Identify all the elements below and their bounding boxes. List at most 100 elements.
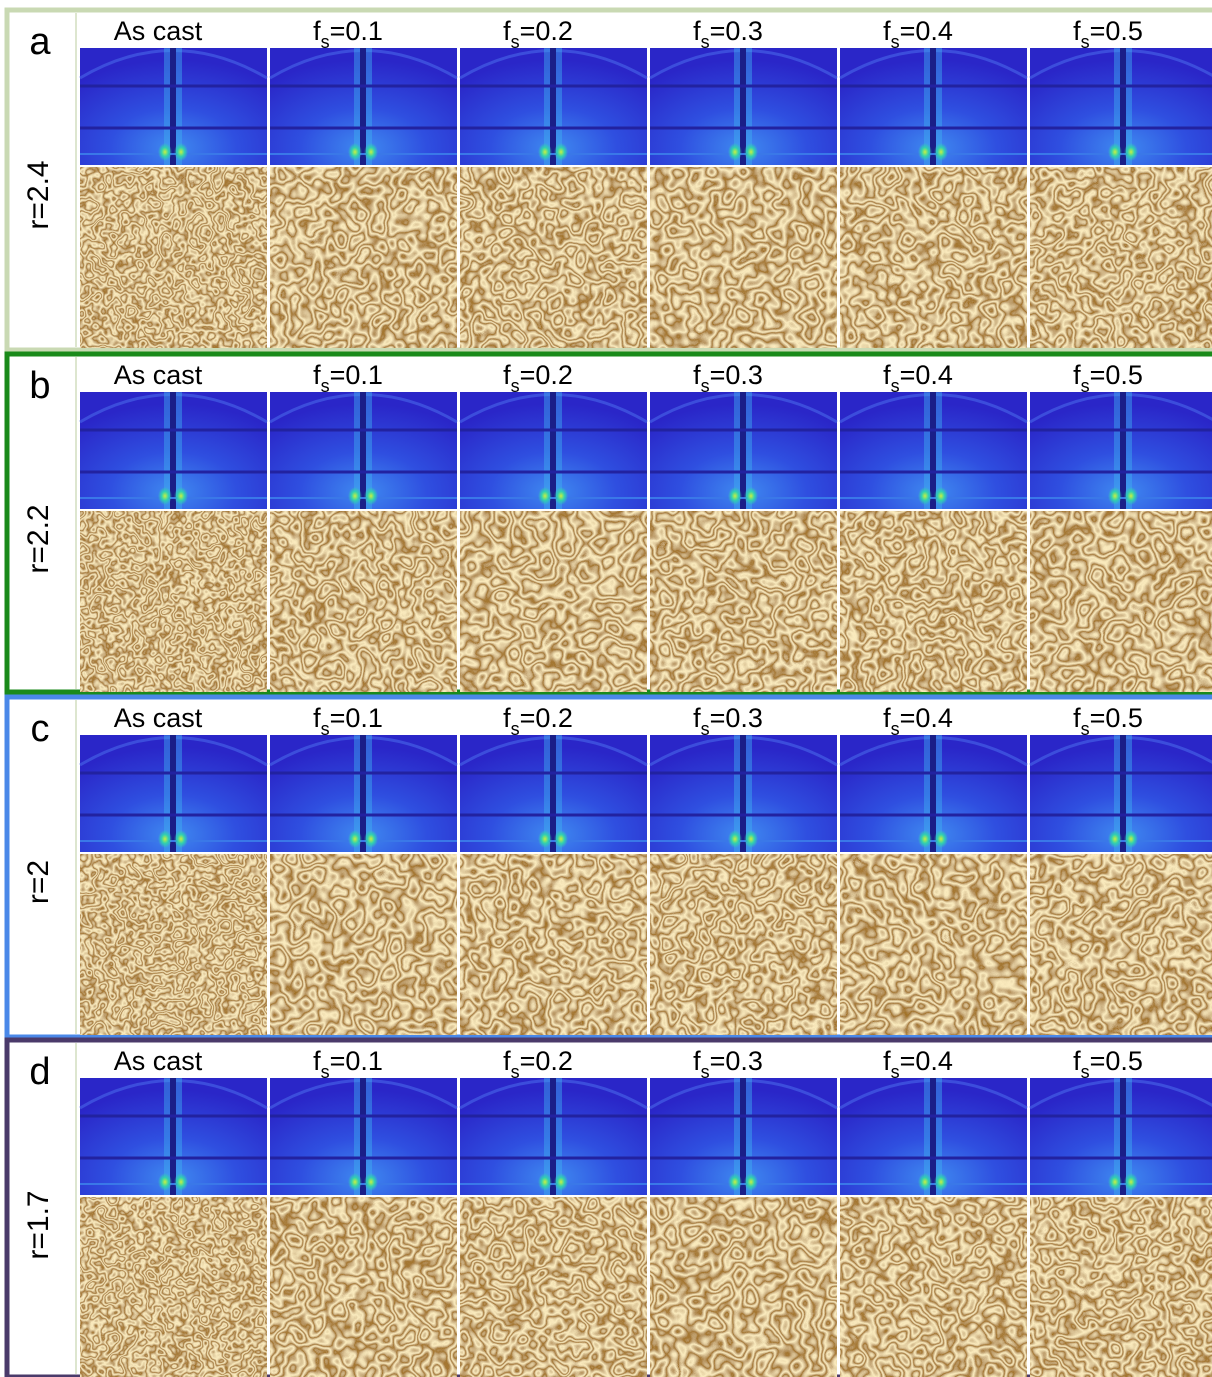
gisaxs-image [80,392,267,509]
column-header: fs=0.5 [1073,703,1143,739]
gisaxs-image [460,1078,647,1195]
scatter-peak [554,143,568,161]
gisaxs-image [270,392,457,509]
gisaxs-image [650,48,837,165]
column-header: fs=0.4 [883,703,953,739]
scatter-peak [158,830,172,848]
column-header: fs=0.3 [693,16,763,52]
column-header: fs=0.3 [693,1046,763,1082]
scatter-peak [174,143,188,161]
header-rest: =0.4 [900,703,953,733]
scatter-peak [538,487,552,505]
figure: ar=2.4As castfs=0.1fs=0.2fs=0.3fs=0.4fs=… [0,0,1212,1377]
afm-image [270,167,457,348]
column-header: fs=0.4 [883,1046,953,1082]
scatter-peak [554,830,568,848]
header-rest: =0.2 [520,360,573,390]
afm-image [1030,167,1212,348]
header-rest: =0.5 [1090,360,1143,390]
column-header: fs=0.5 [1073,1046,1143,1082]
afm-image [80,511,267,692]
gisaxs-image [840,1078,1027,1195]
scatter-peak [1108,1173,1122,1191]
afm-image [840,167,1027,348]
scatter-peak [348,1173,362,1191]
scatter-peak [174,1173,188,1191]
header-rest: =0.3 [710,703,763,733]
scatter-peak [1124,1173,1138,1191]
gisaxs-image [840,392,1027,509]
column-header: As cast [114,16,203,46]
scatter-peak [1108,143,1122,161]
gisaxs-image [460,392,647,509]
scatter-peak [728,487,742,505]
column-header: fs=0.1 [313,360,383,396]
column-header: fs=0.1 [313,16,383,52]
scatter-peak [364,830,378,848]
header-rest: =0.5 [1090,16,1143,46]
header-rest: =0.3 [710,1046,763,1076]
gisaxs-image [1030,735,1212,852]
column-header: fs=0.3 [693,703,763,739]
afm-image [270,854,457,1035]
header-rest: =0.4 [900,16,953,46]
gisaxs-image [1030,392,1212,509]
gisaxs-image [460,735,647,852]
scatter-peak [174,830,188,848]
scatter-peak [934,487,948,505]
panel-label: c [31,708,50,750]
ratio-label: r=2 [22,860,55,904]
afm-image [840,854,1027,1035]
gisaxs-image [270,48,457,165]
scatter-peak [918,143,932,161]
gisaxs-image [840,735,1027,852]
afm-image [460,854,647,1035]
gisaxs-image [650,392,837,509]
afm-image [270,511,457,692]
header-rest: =0.2 [520,16,573,46]
gisaxs-image [80,735,267,852]
scatter-peak [174,487,188,505]
header-rest: =0.5 [1090,703,1143,733]
scatter-peak [918,1173,932,1191]
scatter-peak [364,143,378,161]
column-header: fs=0.5 [1073,16,1143,52]
gisaxs-image [80,48,267,165]
scatter-peak [348,487,362,505]
afm-image [80,1197,267,1377]
header-rest: =0.1 [330,16,383,46]
scatter-peak [744,143,758,161]
column-header: fs=0.2 [503,1046,573,1082]
scatter-peak [744,830,758,848]
afm-image [650,854,837,1035]
scatter-peak [158,143,172,161]
column-header: fs=0.2 [503,360,573,396]
gisaxs-image [460,48,647,165]
header-rest: =0.3 [710,16,763,46]
column-header: fs=0.1 [313,703,383,739]
header-rest: =0.2 [520,703,573,733]
afm-image [460,167,647,348]
scatter-peak [538,830,552,848]
column-header: As cast [114,703,203,733]
column-header: As cast [114,360,203,390]
scatter-peak [364,1173,378,1191]
scatter-peak [918,830,932,848]
afm-image [80,167,267,348]
afm-image [1030,511,1212,692]
scatter-peak [934,1173,948,1191]
panel-label: b [29,365,50,407]
afm-image [460,511,647,692]
panel: c r=2 As cast fs=0.1 fs=0.2 fs=0.3 fs=0.4 fs=0.… [7,697,1212,1037]
scatter-peak [538,1173,552,1191]
scatter-peak [744,1173,758,1191]
scatter-peak [1108,487,1122,505]
scatter-peak [1108,830,1122,848]
ratio-label: r=2.4 [22,160,55,229]
scatter-peak [728,830,742,848]
afm-image [840,1197,1027,1377]
column-header: fs=0.2 [503,703,573,739]
gisaxs-image [270,1078,457,1195]
afm-image [650,1197,837,1377]
